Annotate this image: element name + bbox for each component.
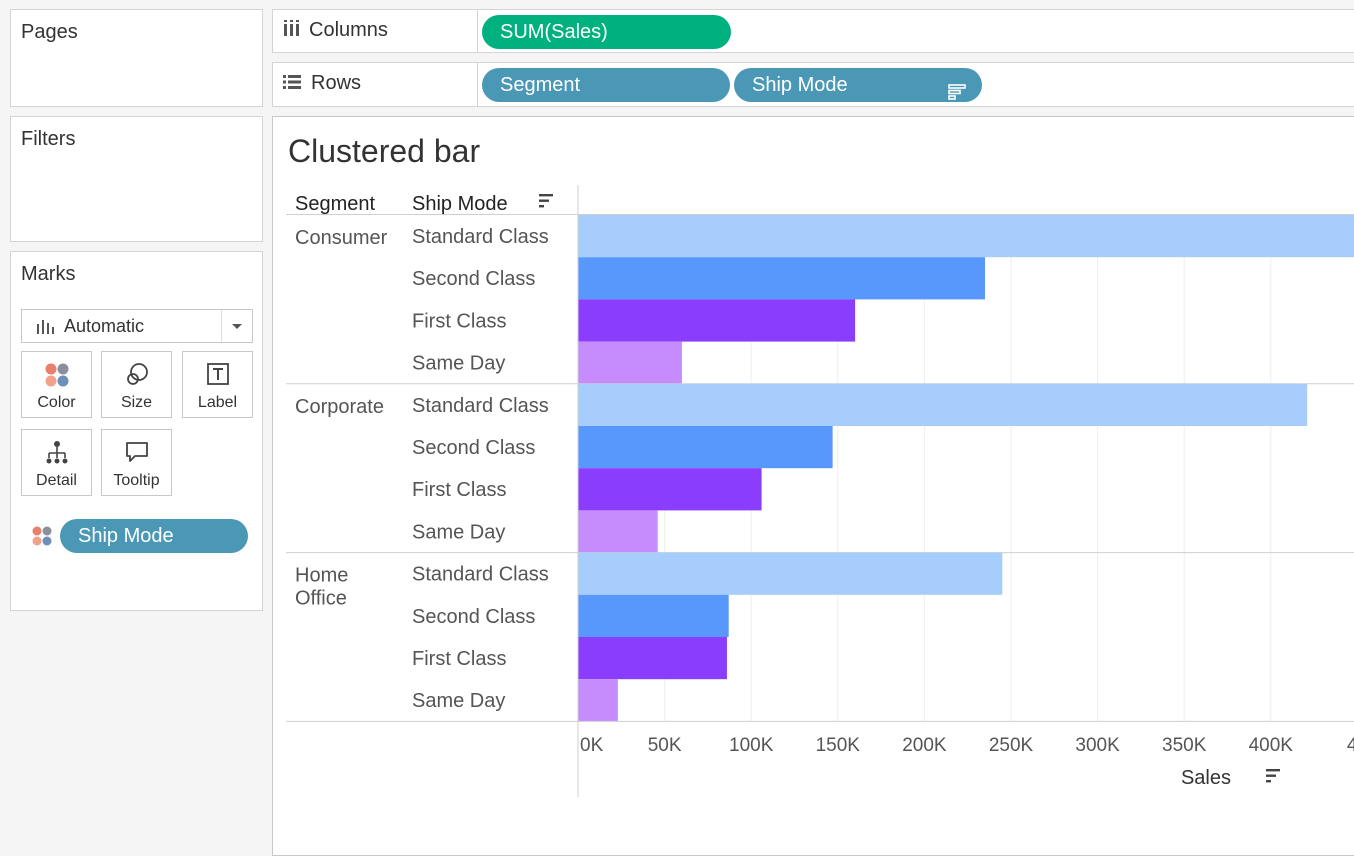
ship-mode-label: First Class (412, 310, 506, 332)
bar (578, 552, 1003, 595)
marks-card: Marks Automatic Color Size Label Detail (10, 251, 263, 611)
x-axis-title: Sales (1181, 767, 1231, 789)
view-area: Clustered bar Segment Ship Mode Consumer St… (272, 116, 1354, 856)
color-icon (22, 362, 91, 388)
sort-icon (1266, 769, 1280, 783)
text-t-icon (183, 362, 252, 388)
ship-mode-label: Same Day (412, 521, 505, 543)
ship-mode-label: Second Class (412, 268, 535, 290)
bar (578, 383, 1308, 426)
x-tick-label: 300K (1075, 735, 1120, 756)
filters-title: Filters (21, 128, 76, 150)
speech-bubble-icon (102, 440, 171, 466)
color-ship-mode-pill[interactable]: Ship Mode (60, 519, 248, 553)
columns-shelf-label: Columns (283, 19, 388, 42)
bar (578, 341, 682, 384)
pages-title: Pages (21, 21, 78, 43)
color-button[interactable]: Color (21, 351, 92, 418)
shelf-divider (477, 63, 478, 106)
size-icon (102, 362, 171, 388)
ship-mode-label: Second Class (412, 437, 535, 459)
segment-label: Corporate (295, 396, 384, 418)
ship-mode-pill-label: Ship Mode (752, 74, 848, 96)
bar (578, 594, 729, 637)
rows-icon (283, 72, 301, 95)
label-button[interactable]: Label (182, 351, 253, 418)
ship-mode-label: Second Class (412, 606, 535, 628)
bar (578, 637, 727, 680)
detail-label: Detail (36, 472, 77, 489)
ship-mode-label: Standard Class (412, 226, 549, 248)
x-tick-label: 400K (1249, 735, 1294, 756)
x-tick-label: 50K (648, 735, 682, 756)
shelf-divider (477, 10, 478, 52)
ship-mode-label: Same Day (412, 353, 505, 375)
filters-shelf[interactable]: Filters (10, 116, 263, 242)
label-label: Label (197, 394, 238, 411)
bar (578, 299, 856, 342)
columns-icon (283, 19, 299, 42)
size-button[interactable]: Size (101, 351, 172, 418)
columns-label: Columns (309, 19, 388, 41)
ship-mode-label: Standard Class (412, 564, 549, 586)
ship-mode-label: Standard Class (412, 395, 549, 417)
tooltip-button[interactable]: Tooltip (101, 429, 172, 496)
mark-type-label: Automatic (64, 316, 145, 336)
sort-icon (539, 194, 553, 208)
x-tick-label: 150K (816, 735, 861, 756)
bar (578, 257, 986, 300)
x-tick-label: 350K (1162, 735, 1207, 756)
rows-shelf[interactable]: Rows Segment Ship Mode (272, 62, 1354, 107)
bar (578, 679, 618, 722)
segment-label: Home Office (295, 565, 348, 610)
ship-mode-label: Same Day (412, 690, 505, 712)
marks-title: Marks (21, 263, 76, 285)
color-icon (31, 525, 53, 552)
ship-mode-label: First Class (412, 479, 506, 501)
detail-button[interactable]: Detail (21, 429, 92, 496)
size-label: Size (120, 394, 153, 411)
sort-icon (948, 77, 966, 111)
segment-label: Consumer (295, 227, 388, 249)
x-tick-label: 250K (989, 735, 1034, 756)
bar (578, 468, 762, 511)
hierarchy-icon (22, 440, 91, 466)
chevron-down-icon (221, 310, 252, 342)
rows-shelf-label: Rows (283, 72, 361, 95)
x-tick-label: 100K (729, 735, 774, 756)
ship-mode-header: Ship Mode (412, 193, 508, 215)
bar-chart: Segment Ship Mode Consumer Standard Class Se… (286, 185, 1354, 797)
x-tick-label: 0K (580, 735, 604, 756)
chart-title: Clustered bar (288, 133, 481, 169)
ship-mode-pill[interactable]: Ship Mode (734, 68, 982, 102)
bar (578, 426, 833, 469)
ship-mode-label: First Class (412, 648, 506, 670)
pages-shelf[interactable]: Pages (10, 9, 263, 107)
columns-shelf[interactable]: Columns SUM(Sales) (272, 9, 1354, 53)
sum-sales-pill[interactable]: SUM(Sales) (482, 15, 731, 49)
segment-header: Segment (295, 193, 375, 215)
bar (578, 215, 1354, 258)
tooltip-label: Tooltip (113, 472, 160, 489)
bar (578, 510, 658, 553)
bar-chart-icon (36, 318, 54, 339)
segment-pill[interactable]: Segment (482, 68, 730, 102)
mark-type-dropdown[interactable]: Automatic (21, 309, 253, 343)
rows-label: Rows (311, 72, 362, 94)
x-tick-label: 45 (1347, 735, 1354, 756)
x-tick-label: 200K (902, 735, 947, 756)
color-label: Color (37, 394, 76, 411)
